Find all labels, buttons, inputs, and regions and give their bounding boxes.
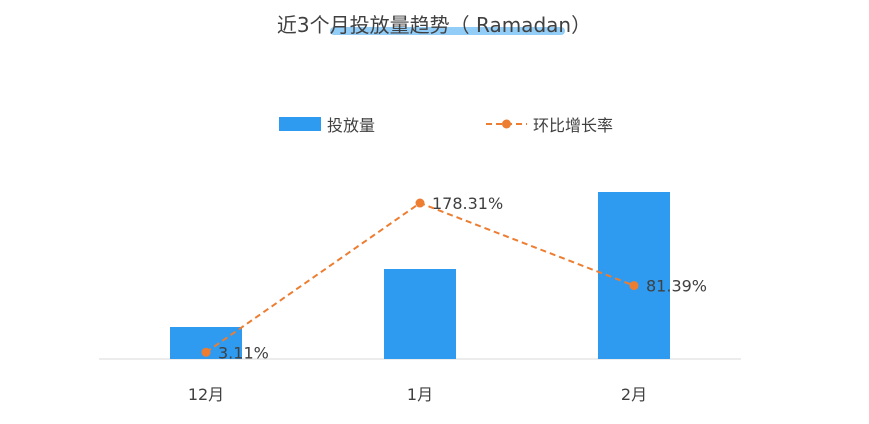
title-highlight xyxy=(330,27,565,35)
line-series: 3.11% 178.31% 81.39% xyxy=(201,194,707,362)
line-point-3 xyxy=(629,281,639,291)
x-tick-label-3: 2月 xyxy=(621,385,647,404)
line-data-label-2: 178.31% xyxy=(432,194,503,213)
bar-series xyxy=(170,192,670,359)
x-tick-label-1: 12月 xyxy=(188,385,224,404)
legend: 投放量 环比增长率 xyxy=(279,116,613,135)
legend-line-label: 环比增长率 xyxy=(533,116,613,135)
line-point-2 xyxy=(415,198,425,208)
legend-bar-swatch xyxy=(279,117,321,131)
legend-line-marker xyxy=(502,119,511,129)
line-data-label-3: 81.39% xyxy=(646,277,707,296)
line-point-1 xyxy=(201,347,211,357)
chart-title: 近3个月投放量趋势（ Ramadan） xyxy=(277,13,591,37)
x-tick-label-2: 1月 xyxy=(407,385,433,404)
legend-bar-label: 投放量 xyxy=(327,116,375,135)
x-axis-tick-labels: 12月 1月 2月 xyxy=(188,385,647,404)
line-data-label-1: 3.11% xyxy=(218,343,269,362)
bar-2 xyxy=(384,269,456,359)
